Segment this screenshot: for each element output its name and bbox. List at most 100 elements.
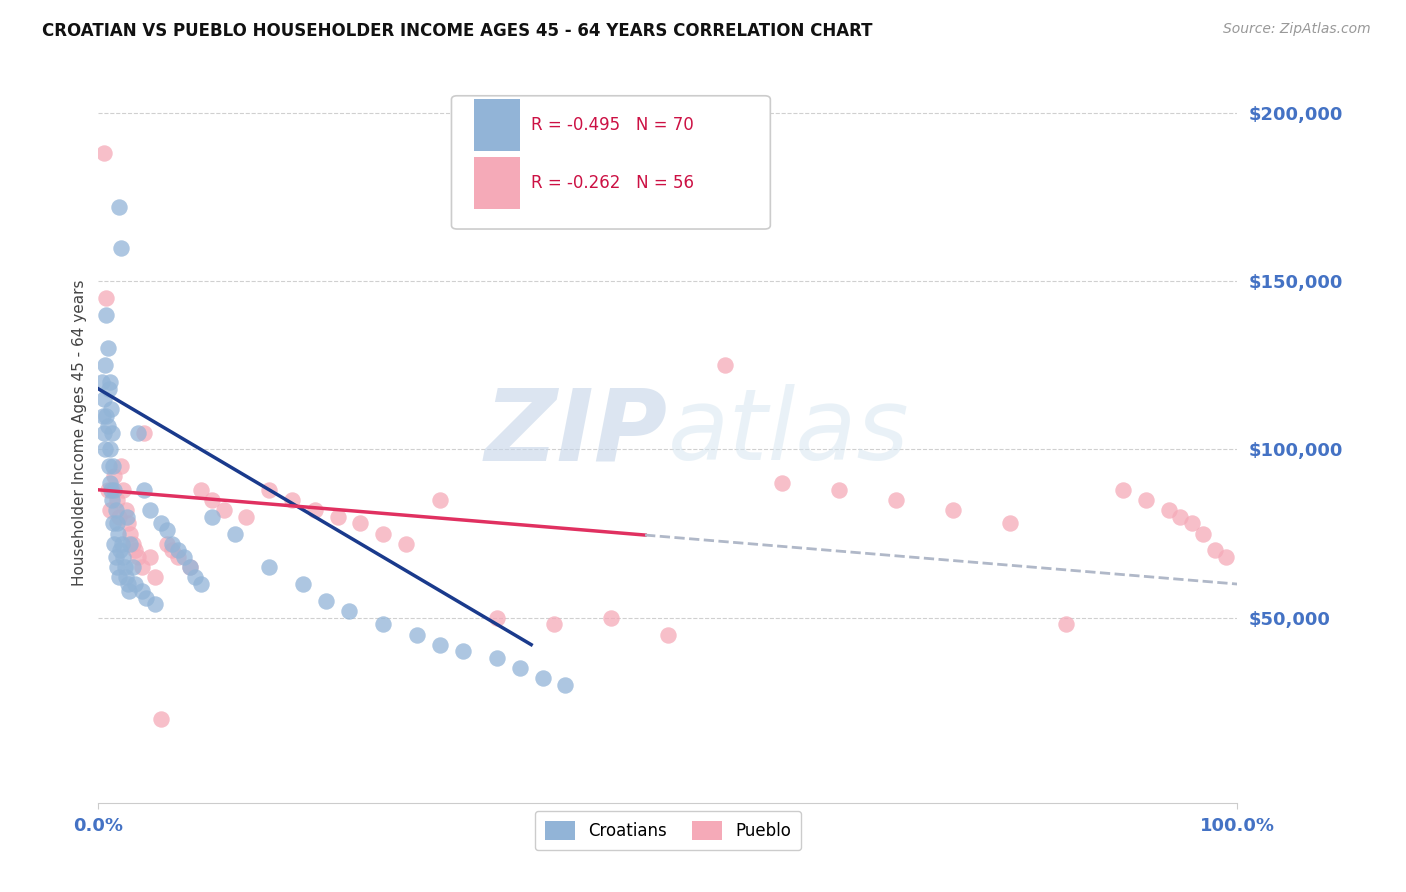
Point [304,503,326,517]
Point [150,516,173,531]
Point [657,627,679,641]
Point [98,442,121,457]
Bar [474,157,520,209]
Point [131,583,153,598]
Point [554,678,576,692]
Y-axis label: Householder Income Ages 45 - 64 years: Householder Income Ages 45 - 64 years [72,279,87,586]
Point [103,483,125,497]
Point [115,509,138,524]
Point [108,200,131,214]
Point [94,442,117,457]
Point [105,492,128,507]
Point [118,583,141,598]
Point [101,492,124,507]
Point [998,516,1021,531]
Point [201,492,224,507]
Point [543,617,565,632]
Point [110,240,132,254]
Point [145,597,167,611]
Point [371,617,394,632]
Point [103,536,125,550]
Point [292,577,315,591]
Point [131,560,153,574]
Point [96,418,118,433]
Point [120,536,142,550]
Point [156,523,179,537]
Point [884,492,907,507]
Point [105,516,128,531]
Point [96,308,118,322]
Point [96,342,118,356]
Point [98,503,121,517]
Point [162,536,184,550]
Point [117,516,139,531]
Point [114,560,136,574]
Point [124,543,146,558]
Point [93,146,115,161]
Point [112,550,135,565]
Point [96,483,118,497]
Text: atlas: atlas [668,384,910,481]
Point [224,526,246,541]
Point [1170,509,1192,524]
Point [1192,526,1215,541]
Point [201,509,224,524]
Point [127,425,149,440]
Point [103,459,125,474]
Point [138,503,160,517]
Text: R = -0.262   N = 56: R = -0.262 N = 56 [531,174,695,192]
Point [235,509,257,524]
Point [111,536,134,550]
Point [259,483,281,497]
Point [96,291,118,305]
Point [173,550,195,565]
Text: ZIP: ZIP [485,384,668,481]
Point [108,570,131,584]
Point [429,492,451,507]
Text: CROATIAN VS PUEBLO HOUSEHOLDER INCOME AGES 45 - 64 YEARS CORRELATION CHART: CROATIAN VS PUEBLO HOUSEHOLDER INCOME AG… [42,22,873,40]
Point [121,536,143,550]
Point [167,550,190,565]
Point [103,516,125,531]
Point [101,425,124,440]
Point [429,638,451,652]
Point [281,492,304,507]
Point [509,661,531,675]
Legend: Croatians, Pueblo: Croatians, Pueblo [534,811,801,850]
Point [104,503,127,517]
Point [337,604,360,618]
Point [600,610,623,624]
Point [94,359,117,373]
Point [110,459,132,474]
Point [184,570,207,584]
Point [108,509,131,524]
Point [162,543,184,558]
Point [138,550,160,565]
Point [124,577,146,591]
Text: R = -0.495   N = 70: R = -0.495 N = 70 [531,116,695,134]
Point [100,483,122,497]
Point [104,550,127,565]
Point [93,425,115,440]
Point [1204,543,1226,558]
FancyBboxPatch shape [451,95,770,229]
Text: Source: ZipAtlas.com: Source: ZipAtlas.com [1223,22,1371,37]
Point [770,476,793,491]
Point [120,526,142,541]
Point [121,560,143,574]
Point [91,409,114,423]
Point [135,591,157,605]
Point [90,375,112,389]
Point [105,560,128,574]
Point [1112,483,1135,497]
Point [451,644,474,658]
Point [93,392,115,406]
Point [132,483,155,497]
Point [828,483,851,497]
Point [531,671,554,685]
Bar [474,99,520,151]
Point [349,516,371,531]
Point [132,425,155,440]
Point [97,382,120,396]
Point [371,526,394,541]
